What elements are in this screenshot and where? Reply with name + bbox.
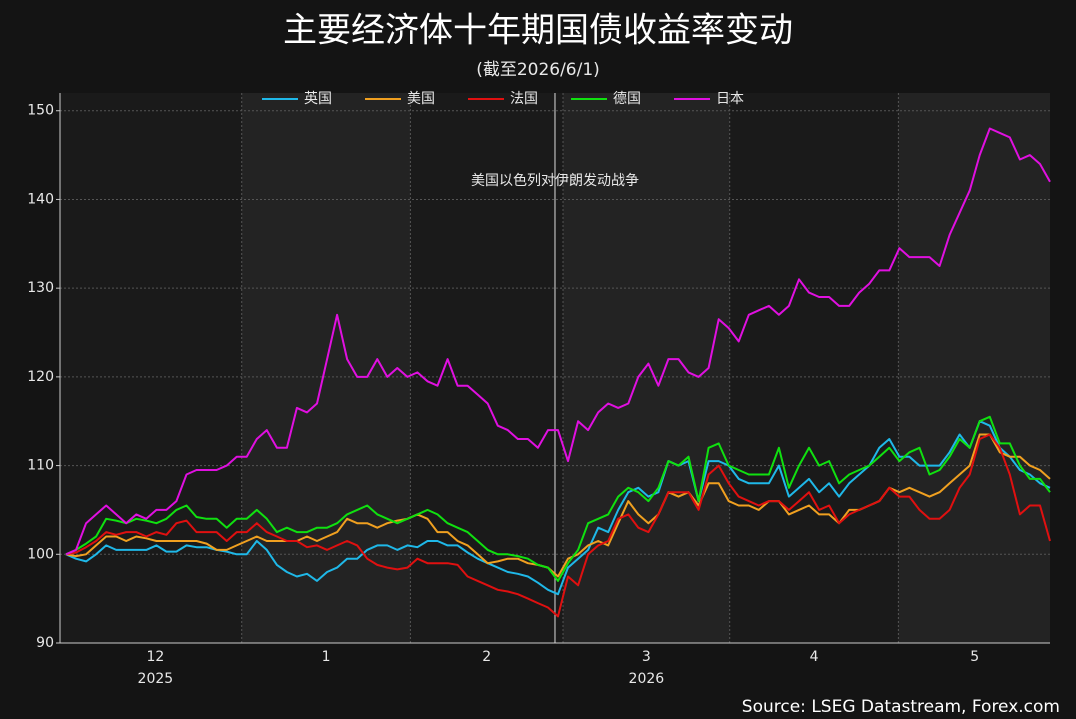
x-year-label: 2026 bbox=[629, 671, 665, 687]
y-tick-label: 90 bbox=[36, 635, 54, 651]
y-tick-label: 100 bbox=[27, 546, 54, 562]
x-tick-label: 2 bbox=[482, 649, 491, 665]
legend-label: 法国 bbox=[510, 91, 538, 107]
y-tick-label: 150 bbox=[27, 103, 54, 119]
legend-label: 英国 bbox=[304, 90, 332, 107]
month-band bbox=[898, 93, 1050, 643]
month-band bbox=[410, 93, 564, 643]
y-tick-label: 110 bbox=[27, 458, 54, 474]
series-line bbox=[65, 420, 1051, 596]
chart-title: 主要经济体十年期国债收益率变动 bbox=[283, 11, 793, 51]
x-tick-label: 12 bbox=[146, 649, 164, 665]
series-line bbox=[65, 127, 1051, 556]
y-tick-label: 140 bbox=[27, 191, 54, 207]
legend-label: 德国 bbox=[613, 91, 641, 107]
x-year-label: 2025 bbox=[138, 671, 174, 687]
series-line bbox=[65, 433, 1051, 618]
x-tick-label: 4 bbox=[810, 649, 819, 665]
legend-label: 日本 bbox=[716, 91, 744, 107]
x-tick-label: 3 bbox=[642, 649, 651, 665]
month-band bbox=[729, 93, 899, 643]
y-tick-label: 120 bbox=[27, 369, 54, 385]
chart-subtitle: (截至2026/6/1) bbox=[476, 60, 600, 80]
series-line bbox=[65, 415, 1051, 582]
x-tick-label: 5 bbox=[970, 649, 979, 665]
x-tick-label: 1 bbox=[322, 649, 331, 665]
legend-label: 美国 bbox=[407, 91, 435, 107]
source: Source: LSEG Datastream, Forex.com bbox=[742, 697, 1060, 717]
event-label: 美国以色列对伊朗发动战争 bbox=[471, 172, 639, 189]
y-tick-label: 130 bbox=[27, 280, 54, 296]
